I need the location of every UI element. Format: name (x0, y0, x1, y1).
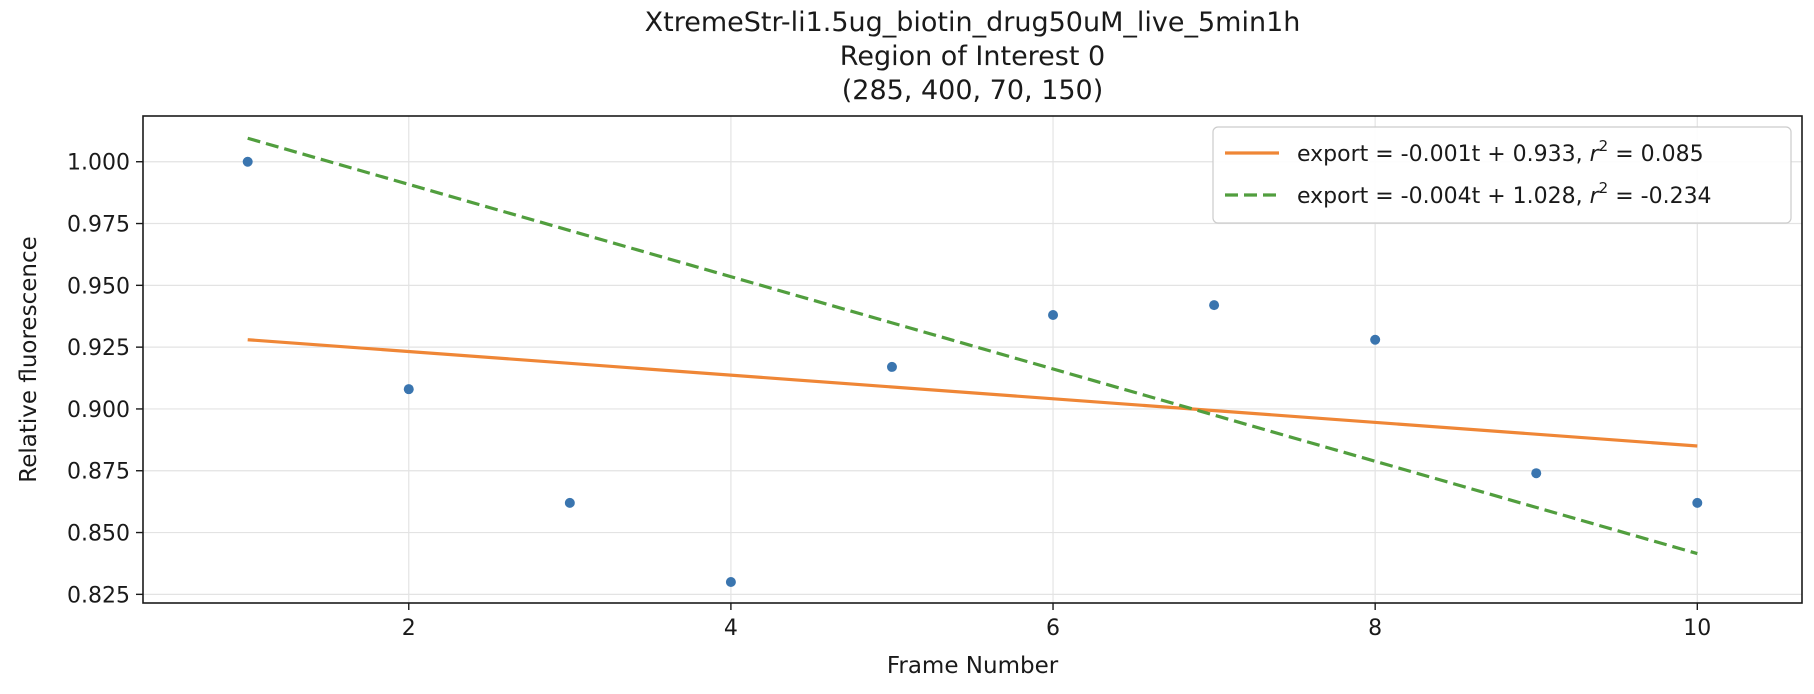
legend-entry-1-label-tail: = 0.085 (1608, 142, 1703, 167)
x-axis-ticks: 2 4 6 8 10 (402, 603, 1711, 641)
y-tick-label: 0.900 (67, 398, 130, 423)
data-point (1370, 334, 1381, 345)
y-axis-label: Relative fluorescence (16, 236, 42, 482)
plot-frame (142, 115, 1803, 604)
x-tick-label: 6 (1046, 616, 1060, 641)
data-point (1209, 300, 1220, 311)
legend-entry-1-label-r: r (1590, 142, 1601, 167)
legend-box (1212, 126, 1792, 224)
x-tick-label: 2 (402, 616, 416, 641)
y-tick-label: 0.875 (67, 460, 130, 485)
x-tick-label: 8 (1368, 616, 1382, 641)
data-point (564, 497, 575, 508)
legend-entry-2-label-sup: 2 (1599, 179, 1609, 197)
data-point (242, 156, 253, 167)
legend-entry-1: export = -0.001t + 0.933, r2 = 0.085 (1297, 137, 1704, 167)
legend-entry-2-label-main: export = -0.004t + 1.028, (1297, 184, 1590, 209)
y-tick-label: 0.975 (67, 213, 130, 238)
data-point (403, 384, 414, 395)
data-point (725, 576, 736, 587)
x-tick-label: 10 (1683, 616, 1711, 641)
data-point (1048, 310, 1059, 321)
y-tick-label: 0.925 (67, 336, 130, 361)
legend-entry-2: export = -0.004t + 1.028, r2 = -0.234 (1297, 179, 1712, 209)
data-point (1531, 468, 1542, 479)
x-tick-label: 4 (724, 616, 738, 641)
legend-entry-1-label-main: export = -0.001t + 0.933, (1297, 142, 1590, 167)
fit-lines (247, 136, 1698, 556)
x-axis-label: Frame Number (887, 653, 1059, 679)
data-point (1692, 497, 1703, 508)
fit-line-1 (247, 338, 1698, 448)
y-tick-label: 1.000 (67, 151, 130, 176)
chart-title-line-2: Region of Interest 0 (840, 41, 1105, 72)
chart-title-line-3: (285, 400, 70, 150) (842, 75, 1104, 106)
data-point (886, 361, 897, 372)
y-tick-label: 0.850 (67, 522, 130, 547)
legend-entry-2-label-tail: = -0.234 (1608, 184, 1711, 209)
chart-title: XtremeStr-li1.5ug_biotin_drug50uM_live_5… (645, 7, 1301, 106)
y-tick-label: 0.950 (67, 274, 130, 299)
legend-entry-2-label-r: r (1590, 184, 1601, 209)
legend-entry-1-label-sup: 2 (1599, 137, 1609, 155)
y-tick-label: 0.825 (67, 583, 130, 608)
data-points (242, 156, 1703, 587)
legend: export = -0.001t + 0.933, r2 = 0.085expo… (1212, 126, 1792, 224)
fit-line-2 (247, 136, 1698, 556)
y-axis-ticks: 0.825 0.850 0.875 0.900 0.925 0.950 0.975 1.000 (67, 151, 143, 608)
chart-title-line-1: XtremeStr-li1.5ug_biotin_drug50uM_live_5… (645, 7, 1301, 38)
